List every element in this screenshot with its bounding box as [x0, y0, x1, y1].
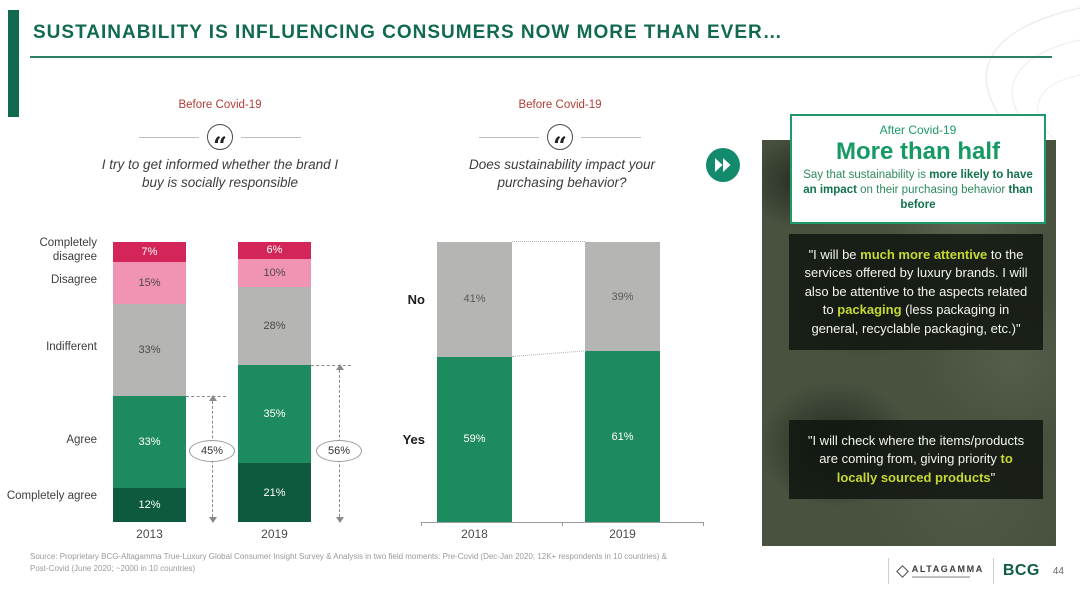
- fast-forward-icon: [706, 148, 740, 182]
- axis-tick: [421, 522, 422, 526]
- quote-icon: “: [547, 124, 573, 158]
- chart1-header: Before Covid-19: [178, 99, 262, 111]
- x-axis-label-2013: 2013: [136, 527, 163, 541]
- altagamma-emblem-icon: [895, 564, 909, 578]
- chart1-question: I try to get informed whether the brand …: [101, 157, 339, 190]
- axis-tick: [703, 522, 704, 526]
- bar-segment-disagree: 15%: [113, 261, 186, 304]
- left-accent-bar: [8, 10, 19, 117]
- dashed-cap-45: [186, 396, 226, 397]
- bar-segment-completely-agree: 21%: [238, 463, 311, 522]
- dotted-connector-top: [512, 241, 585, 242]
- bar-segment-indifferent: 28%: [238, 286, 311, 366]
- title-underline: [30, 56, 1052, 58]
- bar-segment-agree: 35%: [238, 365, 311, 464]
- bcg-logo: BCG: [1002, 562, 1040, 579]
- quote-icon: “: [207, 124, 233, 158]
- sum-badge-45: 45%: [189, 440, 235, 462]
- stacked-bar-2018: 41% 59%: [437, 242, 512, 522]
- altagamma-logo: ALTAGAMMA: [895, 564, 984, 578]
- stacked-bar-2013: 7% 15% 33% 33% 12%: [113, 242, 186, 522]
- after-covid-subtitle: Say that sustainability is more likely t…: [803, 169, 1033, 211]
- bar-segment-no: 39%: [585, 242, 660, 352]
- category-label-completely-agree: Completely agree: [6, 490, 97, 502]
- divider-line: [139, 136, 199, 138]
- segment-value-label: 59%: [463, 433, 486, 446]
- segment-value-label: 35%: [263, 408, 286, 421]
- segment-value-label: 6%: [266, 244, 283, 257]
- stacked-bar-2019: 39% 61%: [585, 242, 660, 522]
- segment-value-label: 33%: [138, 343, 161, 356]
- segment-value-label: 28%: [263, 319, 286, 332]
- source-note: Source: Proprietary BCG-Altagamma True-L…: [30, 552, 667, 573]
- x-axis-label-2019: 2019: [261, 527, 288, 541]
- segment-value-label: 21%: [263, 486, 286, 499]
- bar-segment-yes: 61%: [585, 351, 660, 522]
- segment-value-label: 7%: [141, 245, 158, 258]
- x-axis-label-2019: 2019: [609, 527, 636, 541]
- after-covid-box: After Covid-19 More than half Say that s…: [790, 114, 1046, 224]
- bar-segment-agree: 33%: [113, 395, 186, 489]
- consumer-quote-1: "I will be much more attentive to the se…: [789, 234, 1043, 351]
- divider-line: [241, 136, 301, 138]
- bar-segment-indifferent: 33%: [113, 303, 186, 396]
- dashed-cap-56: [311, 365, 351, 367]
- divider-line: [479, 136, 539, 138]
- segment-value-label: 33%: [138, 436, 161, 449]
- bar-segment-completely-agree: 12%: [113, 488, 186, 522]
- category-label-indifferent: Indifferent: [46, 341, 97, 353]
- footer-divider: [887, 558, 889, 584]
- footer-logos: ALTAGAMMA BCG 44: [887, 558, 1064, 584]
- bar-segment-completely-disagree: 7%: [113, 242, 186, 262]
- category-label-completely-disagree: Completely disagree: [39, 237, 97, 263]
- divider-line: [581, 136, 641, 138]
- segment-value-label: 41%: [463, 293, 486, 306]
- series-label-no: No: [407, 292, 425, 307]
- stacked-bar-2019: 6% 10% 28% 35% 21%: [238, 242, 311, 522]
- after-covid-label: After Covid-19: [879, 123, 957, 137]
- chart1-quote-divider: “: [110, 124, 330, 158]
- segment-value-label: 61%: [611, 430, 634, 443]
- segment-value-label: 12%: [138, 499, 161, 512]
- page-number: 44: [1052, 565, 1064, 577]
- after-covid-headline: More than half: [835, 138, 1000, 165]
- category-label-disagree: Disagree: [50, 274, 97, 286]
- category-label-agree: Agree: [66, 434, 97, 446]
- consumer-quote-2: "I will check where the items/products a…: [789, 420, 1043, 500]
- x-axis-label-2018: 2018: [461, 527, 488, 541]
- chart2-header: Before Covid-19: [518, 99, 602, 111]
- footer-divider: [992, 558, 994, 584]
- axis-tick: [562, 522, 563, 526]
- sum-badge-56: 56%: [316, 440, 362, 462]
- segment-value-label: 39%: [611, 290, 634, 303]
- segment-value-label: 10%: [263, 266, 286, 279]
- bar-segment-yes: 59%: [437, 356, 512, 522]
- altagamma-tagline: [911, 576, 970, 578]
- segment-value-label: 15%: [138, 276, 161, 289]
- chart2-question: Does sustainability impact your purchasi…: [468, 157, 656, 190]
- chart2-quote-divider: “: [450, 124, 670, 158]
- bar-segment-no: 41%: [437, 242, 512, 357]
- bar-segment-disagree: 10%: [238, 258, 311, 287]
- series-label-yes: Yes: [402, 432, 425, 447]
- bar-segment-completely-disagree: 6%: [238, 242, 311, 259]
- dotted-connector-boundary: [512, 350, 586, 357]
- slide-title: SUSTAINABILITY IS INFLUENCING CONSUMERS …: [33, 22, 783, 43]
